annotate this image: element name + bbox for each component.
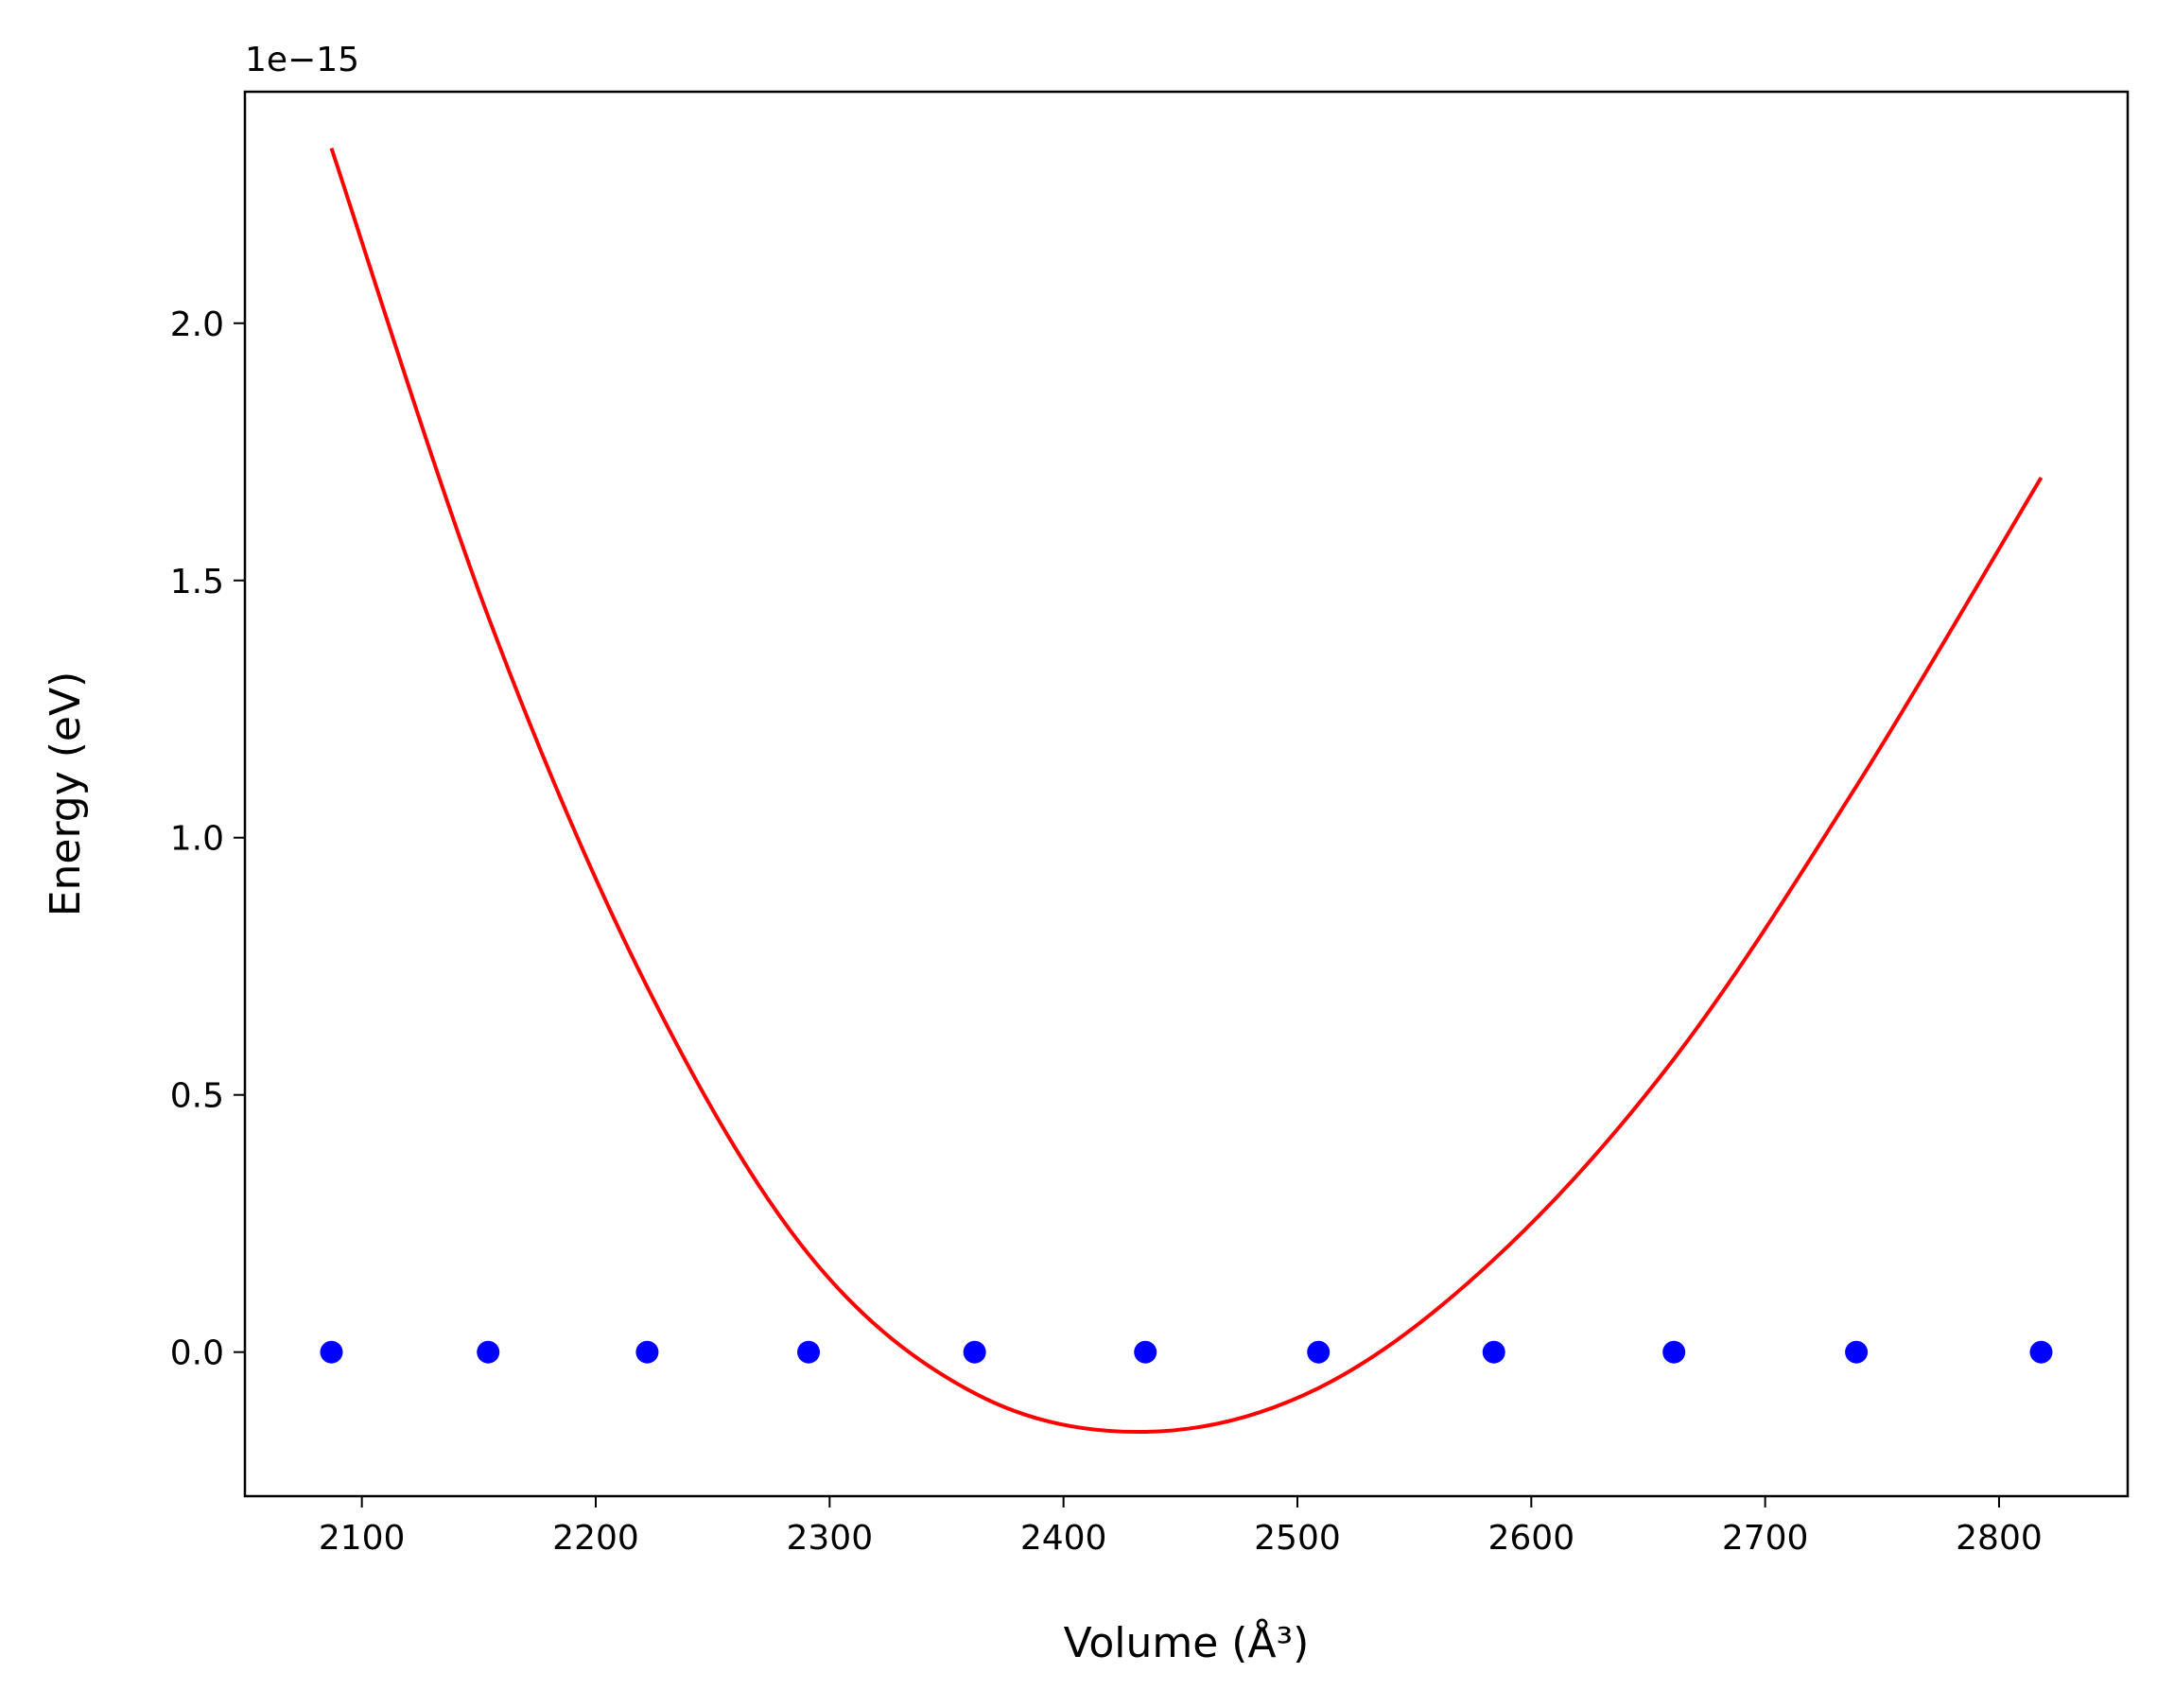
plot-area: [320, 148, 2053, 1435]
y-tick-label: 1.5: [170, 563, 224, 601]
data-point: [797, 1340, 821, 1364]
x-axis-label: Volume (Å³): [1064, 1617, 1310, 1667]
axis-ticks: 2100 2200 2300 2400 2500 2600 2700 2800 0.0 0.5 1.…: [170, 305, 2043, 1558]
x-tick-label: 2300: [787, 1519, 874, 1558]
data-point: [1482, 1340, 1505, 1364]
x-tick-label: 2500: [1254, 1519, 1341, 1558]
data-point: [963, 1340, 986, 1364]
data-point: [1307, 1340, 1331, 1364]
x-tick-label: 2700: [1722, 1519, 1809, 1558]
data-point: [2029, 1340, 2053, 1364]
x-tick-label: 2400: [1020, 1519, 1107, 1558]
y-tick-label: 2.0: [170, 305, 224, 344]
y-tick-label: 0.5: [170, 1077, 224, 1116]
y-tick-label: 0.0: [170, 1334, 224, 1373]
fit-curve-line: [329, 148, 2044, 1435]
data-point: [1662, 1340, 1686, 1364]
data-point: [477, 1340, 500, 1364]
data-point: [1845, 1340, 1869, 1364]
y-axis-offset-text: 1e−15: [245, 41, 359, 79]
axes-frame: [243, 90, 2130, 1498]
y-tick-label: 1.0: [170, 820, 224, 859]
data-point: [320, 1340, 343, 1364]
data-point: [635, 1340, 659, 1364]
x-tick-label: 2200: [552, 1519, 639, 1558]
x-tick-label: 2600: [1487, 1519, 1574, 1558]
data-point: [1134, 1340, 1157, 1364]
x-tick-label: 2800: [1956, 1519, 2043, 1558]
y-axis-label: Energy (eV): [42, 671, 90, 917]
x-tick-label: 2100: [319, 1519, 406, 1558]
